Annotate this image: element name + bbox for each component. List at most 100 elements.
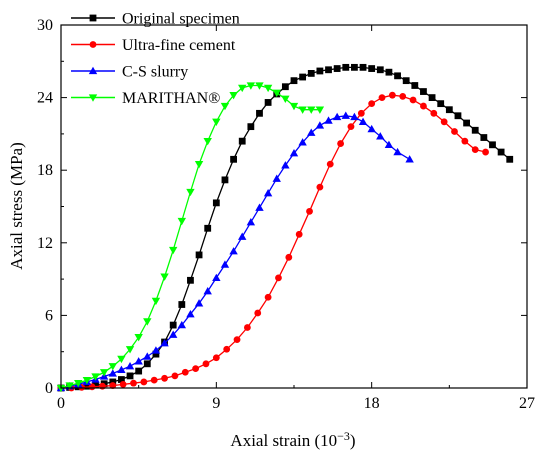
data-point — [134, 357, 143, 365]
data-point — [160, 273, 169, 281]
data-point — [143, 352, 152, 360]
data-point — [177, 217, 187, 226]
legend-marker — [88, 66, 98, 75]
data-point — [351, 63, 358, 71]
data-point — [99, 369, 109, 377]
data-point — [82, 376, 92, 385]
data-point — [108, 369, 117, 377]
data-point — [220, 102, 230, 111]
legend-item: Ultra-fine cement — [71, 37, 236, 54]
series-3 — [56, 82, 325, 393]
data-point — [326, 160, 334, 168]
data-point — [125, 362, 135, 370]
data-point — [171, 372, 179, 380]
data-point — [187, 276, 194, 284]
data-point — [169, 321, 177, 329]
data-point — [263, 188, 273, 197]
data-point — [316, 67, 324, 75]
data-point — [161, 374, 168, 382]
x-axis-title: Axial strain (10−3) — [230, 429, 355, 450]
series-1 — [57, 91, 489, 392]
data-point — [264, 99, 272, 106]
data-point — [255, 82, 264, 90]
data-point — [135, 367, 143, 375]
data-point — [212, 273, 221, 282]
data-point — [420, 102, 427, 110]
data-point — [394, 72, 401, 80]
data-point — [489, 141, 496, 149]
series-2 — [56, 111, 414, 392]
series-line — [60, 84, 320, 389]
data-point — [342, 63, 350, 71]
data-point — [347, 123, 355, 131]
data-point — [212, 118, 221, 126]
data-point — [238, 137, 246, 145]
legend-item: Original specimen — [71, 11, 240, 28]
data-point — [194, 161, 204, 169]
data-point — [118, 376, 125, 383]
data-point — [285, 253, 293, 261]
data-point — [437, 100, 445, 108]
data-point — [130, 379, 137, 387]
data-point — [229, 92, 238, 100]
legend-label: Ultra-fine cement — [122, 37, 236, 54]
data-point — [325, 66, 332, 74]
y-tick-label: 18 — [37, 162, 53, 179]
data-point — [385, 68, 393, 76]
y-tick-label: 30 — [37, 17, 53, 34]
series-line — [61, 94, 486, 389]
data-point — [411, 82, 419, 89]
data-point — [497, 148, 505, 156]
x-tick-label: 18 — [364, 395, 380, 412]
data-point — [388, 91, 396, 99]
data-point — [203, 138, 212, 146]
data-point — [324, 116, 333, 124]
data-point — [117, 365, 126, 373]
legend-label: C-S slurry — [122, 64, 188, 81]
data-point — [140, 378, 148, 386]
data-point — [254, 309, 262, 317]
data-point — [482, 148, 489, 156]
data-point — [186, 309, 195, 318]
data-point — [298, 106, 307, 114]
data-point — [151, 297, 161, 306]
plot-area — [56, 63, 514, 393]
y-tick-label: 6 — [45, 307, 53, 324]
data-point — [192, 365, 200, 373]
data-point — [204, 224, 212, 232]
data-point — [168, 330, 178, 338]
series-0 — [57, 63, 514, 392]
data-point — [358, 117, 368, 125]
data-point — [119, 380, 127, 388]
data-point — [65, 382, 74, 390]
data-point — [341, 111, 350, 119]
data-point — [125, 346, 135, 354]
x-axis-title-main: Axial strain (10 — [230, 431, 337, 450]
data-point — [220, 260, 230, 268]
data-point — [368, 65, 376, 72]
data-point — [255, 203, 264, 211]
data-point — [194, 299, 204, 307]
data-point — [109, 378, 117, 386]
data-point — [289, 102, 299, 111]
data-point — [295, 230, 303, 238]
data-point — [337, 140, 344, 147]
x-tick-label: 0 — [57, 395, 65, 412]
data-point — [160, 339, 169, 347]
data-point — [281, 161, 290, 169]
data-point — [212, 199, 220, 207]
data-point — [74, 380, 83, 388]
data-point — [212, 354, 220, 362]
data-point — [445, 106, 453, 114]
data-point — [238, 84, 247, 93]
data-point — [332, 112, 342, 121]
data-point — [409, 96, 417, 104]
data-point — [299, 73, 307, 81]
data-point — [152, 350, 160, 358]
data-point — [350, 112, 359, 121]
data-point — [430, 109, 438, 117]
data-point — [506, 155, 514, 163]
data-point — [307, 128, 316, 136]
x-axis-title-sup: −3 — [337, 429, 350, 443]
data-point — [298, 138, 307, 146]
